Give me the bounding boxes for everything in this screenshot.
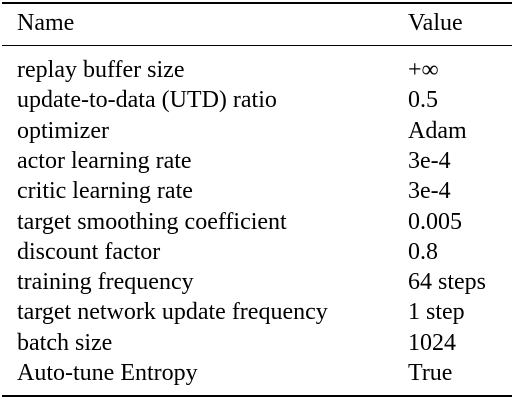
table-row: Auto-tune Entropy True	[2, 358, 512, 388]
parameter-value-cell: 3e-4	[408, 147, 451, 174]
table-top-rule	[2, 2, 512, 4]
table-row: target smoothing coefficient 0.005	[2, 207, 512, 237]
column-header-name: Name	[17, 10, 75, 36]
table-row: target network update frequency 1 step	[2, 297, 512, 327]
column-header-value: Value	[408, 10, 463, 36]
parameter-value-cell: 1 step	[408, 299, 465, 326]
parameter-name-cell: critic learning rate	[17, 178, 193, 205]
parameter-name-cell: batch size	[17, 329, 113, 356]
parameter-name-cell: update-to-data (UTD) ratio	[17, 87, 277, 114]
parameter-value-cell: Adam	[408, 117, 467, 144]
parameter-name-cell: target network update frequency	[17, 299, 328, 326]
parameter-value-cell: 0.5	[408, 87, 438, 114]
table-row: actor learning rate 3e-4	[2, 146, 512, 176]
table-row: update-to-data (UTD) ratio 0.5	[2, 85, 512, 115]
parameter-value-cell: 1024	[408, 329, 456, 356]
parameter-value-cell: 64 steps	[408, 269, 486, 296]
parameter-value-cell: 0.005	[408, 208, 462, 235]
parameter-value-cell: +∞	[408, 57, 439, 83]
parameter-name-cell: target smoothing coefficient	[17, 208, 287, 235]
table-row: training frequency 64 steps	[2, 267, 512, 297]
parameter-name-cell: actor learning rate	[17, 147, 192, 174]
parameter-name-cell: training frequency	[17, 269, 194, 296]
parameter-name-cell: Auto-tune Entropy	[17, 360, 198, 386]
parameter-value-cell: 0.8	[408, 238, 438, 265]
table-row: batch size 1024	[2, 328, 512, 358]
parameter-name-cell: discount factor	[17, 238, 161, 265]
parameter-value-cell: True	[408, 360, 453, 386]
table-row: critic learning rate 3e-4	[2, 176, 512, 206]
table-row: optimizer Adam	[2, 116, 512, 146]
table-header-rule	[2, 45, 512, 46]
parameter-name-cell: optimizer	[17, 117, 109, 144]
table-bottom-rule	[2, 395, 512, 397]
parameter-name-cell: replay buffer size	[17, 57, 185, 83]
table-row: discount factor 0.8	[2, 237, 512, 267]
parameter-value-cell: 3e-4	[408, 178, 451, 205]
table-header-row: Name Value	[2, 8, 512, 38]
table-row: replay buffer size +∞	[2, 55, 512, 85]
